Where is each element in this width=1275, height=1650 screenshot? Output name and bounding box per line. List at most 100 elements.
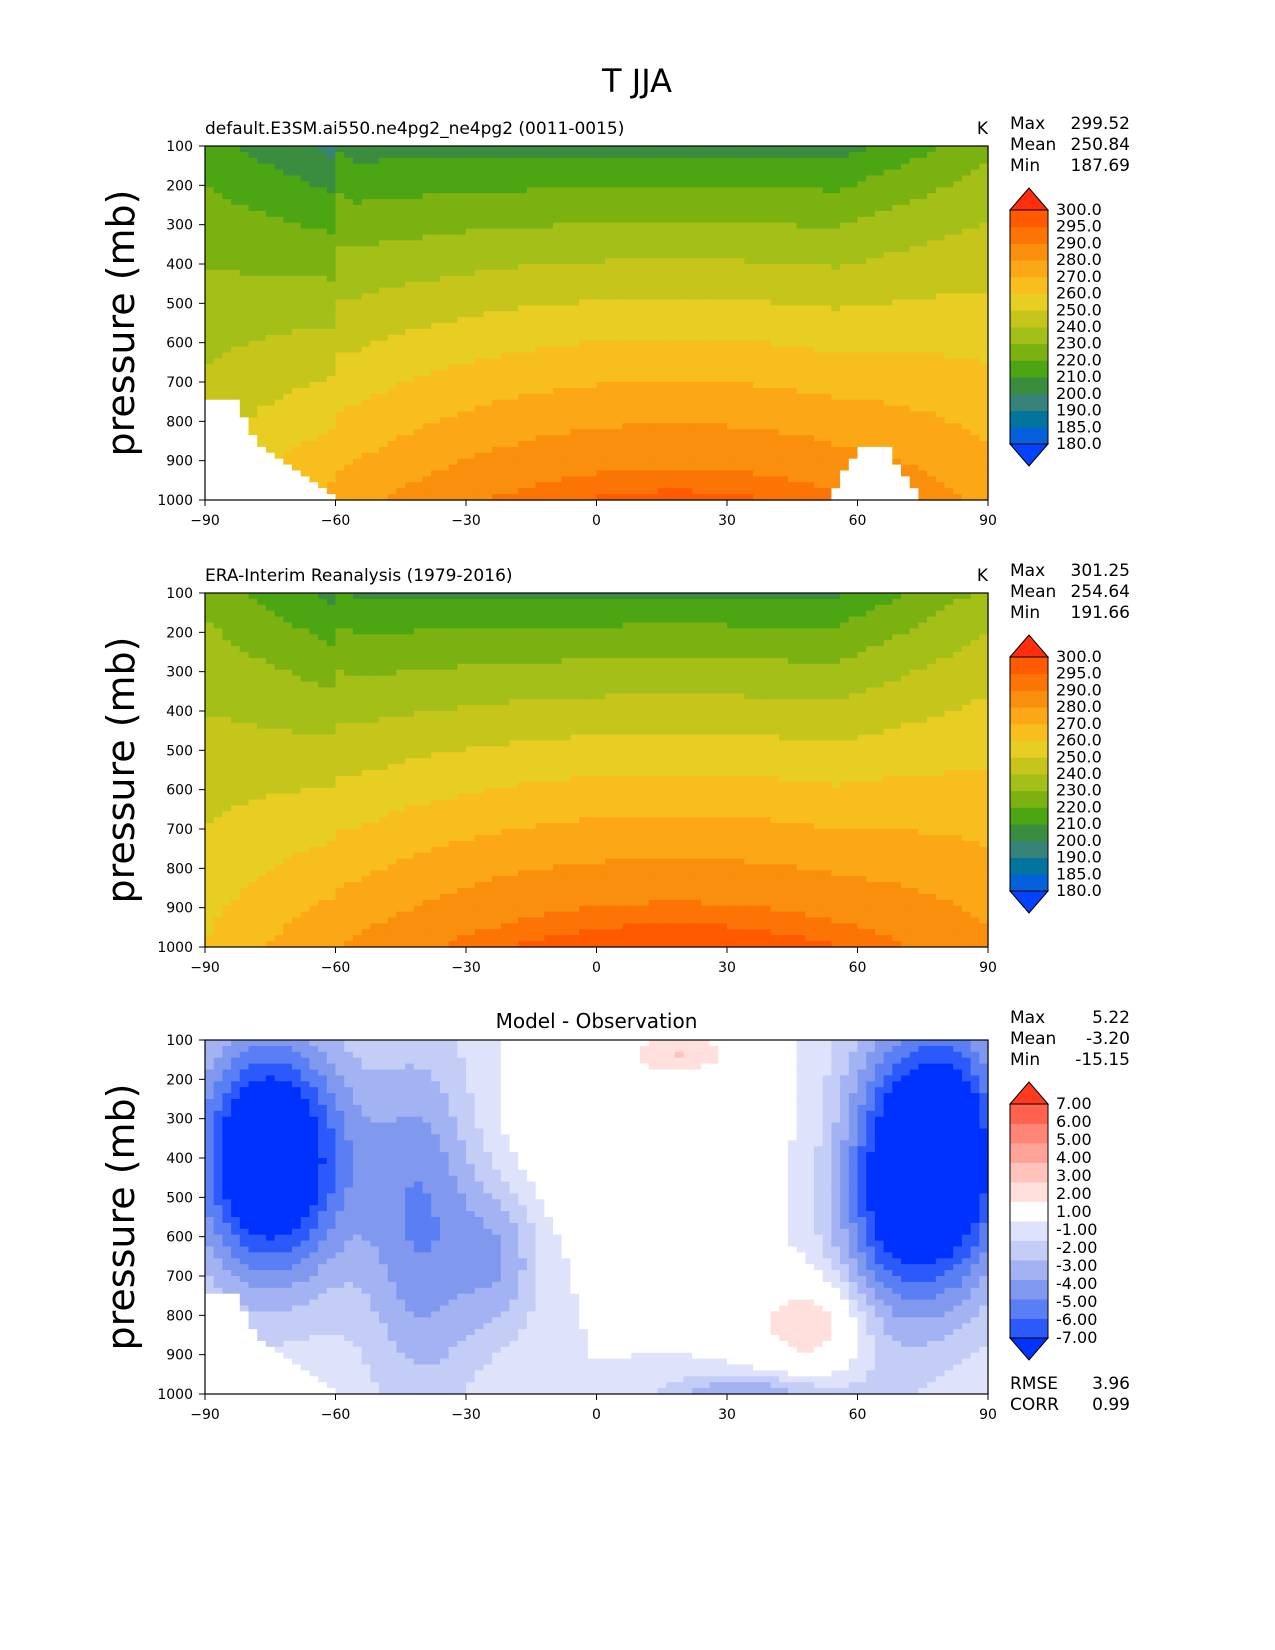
colorbar-label: 270.0 [1056, 267, 1102, 286]
stat-label-rmse: RMSE [1010, 1374, 1058, 1394]
colorbar-label: 5.00 [1056, 1130, 1092, 1149]
colorbar-extend-low [1008, 443, 1050, 467]
stat-label-mean: Mean [1010, 135, 1056, 155]
y-axis-label: pressure (mb) [99, 636, 143, 903]
y-tick-label: 500 [166, 1190, 193, 1206]
panel-3: Model - Observation pressure (mb) 100 200 30… [99, 1008, 1130, 1423]
stat-label-max: Max [1010, 114, 1045, 134]
y-tick-label: 500 [166, 743, 193, 759]
y-tick-label: 600 [166, 783, 193, 799]
colorbar-bin [1010, 1123, 1048, 1144]
stat-value-min: -15.15 [1075, 1050, 1130, 1070]
colorbar-bin [1010, 1240, 1048, 1261]
colorbar-label: -6.00 [1056, 1310, 1097, 1329]
y-tick-label: 1000 [157, 493, 193, 509]
x-tick-label: 30 [718, 960, 736, 976]
units-label: K [977, 566, 989, 586]
x-tick-label: −90 [190, 960, 220, 976]
y-tick-label: 800 [166, 861, 193, 877]
colorbar-bin [1010, 360, 1048, 378]
colorbar: -7.00-6.00-5.00-4.00-3.00-2.00-1.001.002… [1008, 1081, 1097, 1361]
x-tick-label: 90 [979, 513, 997, 529]
y-tick-label: 200 [166, 178, 193, 194]
colorbar-bin [1010, 824, 1048, 842]
colorbar-label: 295.0 [1056, 217, 1102, 236]
stat-label-corr: CORR [1010, 1395, 1059, 1415]
y-tick-label: 500 [166, 296, 193, 312]
stat-label-min: Min [1010, 1050, 1040, 1070]
y-axis-label: pressure (mb) [99, 1083, 143, 1350]
colorbar-label: 185.0 [1056, 417, 1102, 436]
colorbar-frame [1009, 656, 1049, 892]
colorbar-label: 230.0 [1056, 334, 1102, 353]
x-tick-label: −30 [451, 960, 481, 976]
stat-label-mean: Mean [1010, 1029, 1056, 1049]
x-tick-label: 60 [849, 1407, 867, 1423]
colorbar-bin [1010, 210, 1048, 228]
colorbar-bin [1010, 293, 1048, 311]
y-tick-label: 400 [166, 257, 193, 273]
colorbar-bin [1010, 410, 1048, 428]
colorbar-label: 180.0 [1056, 881, 1102, 900]
colorbar-bin [1010, 243, 1048, 261]
field-cells [205, 593, 989, 948]
colorbar-label: 2.00 [1056, 1184, 1092, 1203]
stat-value-min: 191.66 [1071, 603, 1130, 623]
colorbar-bin [1010, 343, 1048, 361]
colorbar-label: 185.0 [1056, 864, 1102, 883]
colorbar-bin [1010, 1279, 1048, 1300]
x-tick-label: 0 [592, 960, 601, 976]
y-tick-label: 600 [166, 1230, 193, 1246]
x-tick-label: −60 [321, 513, 351, 529]
x-tick-label: 60 [849, 960, 867, 976]
colorbar-label: 180.0 [1056, 434, 1102, 453]
stat-label-max: Max [1010, 1008, 1045, 1028]
panel-2: ERA-Interim Reanalysis (1979-2016) Kpress… [99, 561, 1130, 976]
colorbar-label: 240.0 [1056, 317, 1102, 336]
stat-label-mean: Mean [1010, 582, 1056, 602]
y-tick-label: 1000 [157, 940, 193, 956]
colorbar-label: 290.0 [1056, 233, 1102, 252]
colorbar-frame [1009, 209, 1049, 445]
y-axis-label: pressure (mb) [99, 189, 143, 456]
x-tick-label: 30 [718, 513, 736, 529]
colorbar-bin [1010, 1104, 1048, 1124]
colorbar-bin [1010, 226, 1048, 244]
stat-value-min: 187.69 [1071, 156, 1130, 176]
colorbar-bin [1010, 276, 1048, 294]
colorbar: 180.0185.0190.0200.0210.0220.0230.0240.0… [1008, 634, 1102, 914]
colorbar-label: 200.0 [1056, 384, 1102, 403]
colorbar-label: 280.0 [1056, 697, 1102, 716]
panel-title: ERA-Interim Reanalysis (1979-2016) [205, 566, 513, 586]
colorbar-frame [1009, 1103, 1049, 1339]
panel-title: Model - Observation [496, 1009, 698, 1033]
stat-value-corr: 0.99 [1092, 1395, 1130, 1415]
y-tick-label: 400 [166, 704, 193, 720]
y-tick-label: 600 [166, 336, 193, 352]
stat-value-mean: 254.64 [1071, 582, 1130, 602]
x-tick-label: 60 [849, 513, 867, 529]
colorbar-label: 280.0 [1056, 250, 1102, 269]
colorbar-bin [1010, 260, 1048, 278]
colorbar-label: 260.0 [1056, 284, 1102, 303]
colorbar-label: 210.0 [1056, 367, 1102, 386]
colorbar-label: 190.0 [1056, 401, 1102, 420]
stat-value-max: 5.22 [1092, 1008, 1130, 1028]
panel-1: default.E3SM.ai550.ne4pg2_ne4pg2 (0011-0… [99, 114, 1130, 529]
field-cells [205, 1040, 989, 1395]
y-tick-label: 700 [166, 1269, 193, 1285]
x-tick-label: 0 [592, 513, 601, 529]
figure-title: T JJA [601, 62, 672, 100]
colorbar-label: 250.0 [1056, 300, 1102, 319]
x-tick-label: −30 [451, 513, 481, 529]
colorbar-label: 3.00 [1056, 1166, 1092, 1185]
colorbar-bin [1010, 807, 1048, 825]
colorbar-extend-low [1008, 890, 1050, 914]
x-tick-label: −90 [190, 513, 220, 529]
colorbar-bin [1010, 327, 1048, 345]
x-tick-label: −60 [321, 960, 351, 976]
colorbar-bin [1010, 774, 1048, 792]
colorbar-label: 7.00 [1056, 1094, 1092, 1113]
colorbar-bin [1010, 1221, 1048, 1241]
colorbar-bin [1010, 1143, 1048, 1163]
